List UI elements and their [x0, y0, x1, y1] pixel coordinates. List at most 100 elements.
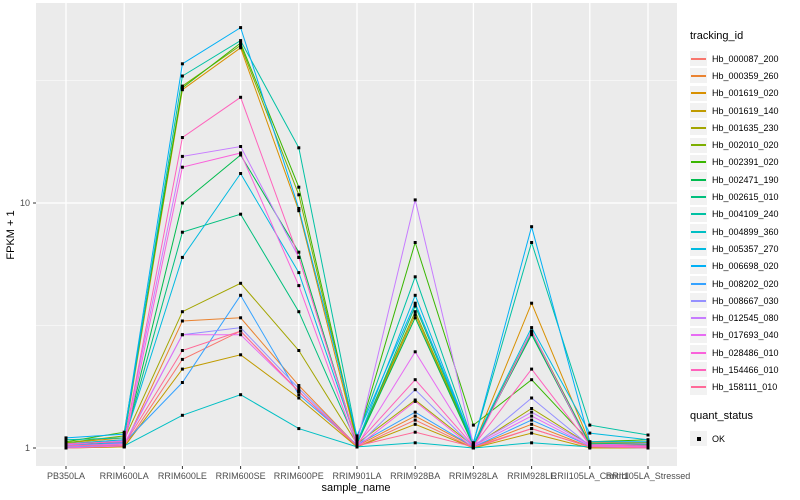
data-point	[413, 410, 417, 414]
legend-item-Hb_002391_020: Hb_002391_020	[690, 154, 800, 171]
legend-key-swatch	[690, 103, 707, 119]
legend-key-swatch	[690, 327, 707, 343]
data-point	[297, 349, 301, 352]
black-square-point-icon	[696, 436, 701, 441]
data-point	[180, 74, 184, 78]
data-point	[239, 26, 243, 30]
legend-item-label: Hb_008202_020	[712, 278, 779, 289]
data-point	[180, 136, 184, 139]
legend-key-swatch	[690, 85, 707, 101]
legend-key-line	[691, 178, 706, 181]
data-point	[297, 393, 301, 397]
data-point	[180, 255, 184, 259]
x-tick-label: RRIM928LA	[449, 471, 498, 481]
legend-item-Hb_008667_030: Hb_008667_030	[690, 292, 800, 309]
data-point	[122, 434, 126, 438]
data-point	[64, 444, 68, 448]
data-point	[530, 410, 534, 414]
data-point	[239, 95, 243, 99]
data-point	[530, 431, 534, 435]
data-point	[180, 230, 184, 234]
data-point	[530, 329, 534, 333]
legend: tracking_id Hb_000087_200 Hb_000359_260 Hb…	[690, 30, 800, 447]
legend-item-label: Hb_158111_010	[712, 382, 778, 393]
quant-status-item-label: OK	[712, 433, 726, 444]
data-point	[413, 293, 417, 297]
legend-key-line	[691, 213, 706, 216]
legend-item-label: Hb_000087_200	[712, 53, 779, 64]
legend-key-line	[691, 144, 706, 147]
data-point	[297, 209, 301, 213]
data-point	[122, 430, 126, 434]
legend-key-swatch	[690, 258, 707, 274]
legend-item-Hb_028486_010: Hb_028486_010	[690, 344, 800, 361]
legend-key-line	[691, 265, 706, 268]
data-point	[239, 41, 243, 45]
data-point	[297, 250, 301, 254]
y-tick-labels: 1 10	[20, 198, 30, 453]
data-point	[413, 301, 417, 305]
axis-ticks	[33, 202, 649, 469]
legend-item-label: Hb_004899_360	[712, 226, 779, 237]
quant-status-legend: quant_status OK	[690, 410, 800, 447]
legend-item-label: Hb_154466_010	[712, 364, 779, 375]
legend-key-swatch	[690, 345, 707, 361]
data-point	[180, 310, 184, 314]
data-point	[530, 427, 534, 431]
legend-key-swatch	[690, 276, 707, 291]
legend-items: Hb_000087_200 Hb_000359_260 Hb_001619_020 H…	[690, 50, 800, 396]
legend-item-Hb_001635_230: Hb_001635_230	[690, 119, 800, 136]
data-point	[413, 422, 417, 426]
legend-item-label: Hb_000359_260	[712, 70, 779, 81]
data-point	[413, 430, 417, 434]
legend-key-line	[691, 126, 706, 129]
legend-key-line	[691, 57, 706, 60]
data-point	[413, 310, 417, 314]
data-point	[64, 438, 68, 442]
legend-item-label: Hb_002391_020	[712, 157, 779, 168]
legend-item-Hb_002615_010: Hb_002615_010	[690, 188, 800, 205]
data-point	[122, 436, 126, 440]
legend-key-swatch	[690, 241, 707, 257]
data-point	[530, 326, 534, 330]
data-points	[64, 26, 650, 450]
legend-item-Hb_006698_020: Hb_006698_020	[690, 258, 800, 275]
x-tick-label: RRIM928LE	[507, 471, 556, 481]
legend-key-swatch	[690, 310, 707, 326]
legend-item-Hb_002471_190: Hb_002471_190	[690, 171, 800, 188]
data-point	[297, 427, 301, 431]
legend-title: tracking_id	[690, 30, 744, 42]
legend-key-line	[691, 282, 706, 285]
data-point	[646, 438, 650, 442]
data-point	[413, 441, 417, 445]
data-point	[297, 185, 301, 189]
x-tick-label: RRIM600LE	[158, 471, 207, 481]
data-point	[239, 43, 243, 47]
legend-key-line	[691, 109, 706, 112]
data-point	[588, 431, 592, 435]
data-point	[180, 86, 184, 90]
legend-item-label: Hb_012545_080	[712, 313, 779, 324]
y-tick-label: 1	[25, 443, 30, 453]
data-point	[180, 333, 184, 337]
legend-key-swatch	[690, 51, 707, 67]
data-point	[239, 39, 243, 43]
data-point	[530, 331, 534, 335]
legend-key-swatch	[690, 379, 707, 395]
legend-item-Hb_004109_240: Hb_004109_240	[690, 206, 800, 223]
legend-key-line	[691, 299, 706, 302]
data-point	[239, 326, 243, 330]
legend-key-swatch	[690, 224, 707, 240]
data-point	[122, 440, 126, 444]
data-point	[413, 418, 417, 422]
data-point	[413, 378, 417, 382]
data-point	[239, 353, 243, 357]
data-point	[180, 62, 184, 66]
data-point	[413, 388, 417, 392]
data-point	[646, 442, 650, 446]
legend-item-label: Hb_005357_270	[712, 243, 779, 254]
quant-status-legend-title: quant_status	[690, 409, 753, 422]
y-axis-title: FPKM + 1	[5, 210, 17, 259]
legend-item-Hb_154466_010: Hb_154466_010	[690, 361, 800, 378]
data-point	[530, 418, 534, 422]
